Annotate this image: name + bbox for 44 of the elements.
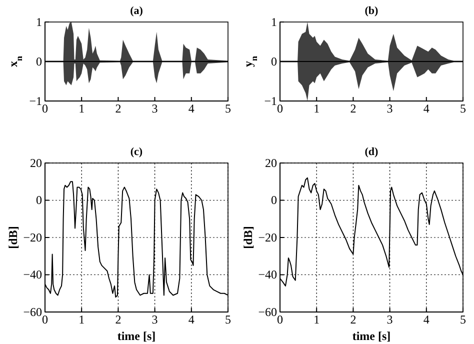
y-tick-label: −20 [23, 230, 42, 244]
y-tick-label: 20 [265, 156, 277, 170]
x-tick-label: 5 [460, 312, 466, 327]
y-tick-label: 0 [36, 54, 42, 68]
x-tick-label: 3 [152, 102, 158, 116]
x-tick-label: 1 [314, 102, 320, 116]
y-tick-label: 0 [36, 193, 42, 208]
chart-title: (b) [364, 5, 379, 17]
x-tick-label: 2 [350, 102, 356, 116]
y-tick-label: 0 [271, 193, 277, 208]
y-tick-label: 1 [36, 14, 42, 29]
y-tick-label: −40 [23, 268, 42, 282]
y-axis-title: [dB] [241, 226, 255, 249]
x-tick-label: 4 [188, 102, 194, 116]
x-tick-label: 4 [188, 312, 194, 327]
chart-title: (a) [130, 5, 144, 17]
x-tick-label: 1 [314, 312, 320, 327]
y-tick-label: −60 [23, 304, 42, 319]
x-tick-label: 2 [115, 312, 122, 327]
y-tick-label: 1 [271, 14, 277, 29]
y-tick-label: −1 [264, 94, 277, 108]
chart-title: (c) [130, 146, 143, 158]
y-tick-label: −1 [29, 94, 42, 108]
y-tick-label: 0 [271, 54, 277, 68]
y-tick-label: 20 [30, 156, 42, 170]
y-axis-title: [dB] [6, 226, 20, 249]
x-tick-label: 5 [225, 102, 231, 116]
y-tick-label: −40 [258, 268, 277, 282]
x-tick-label: 1 [78, 312, 85, 327]
x-tick-label: 5 [225, 312, 231, 327]
x-axis-title: time [s] [117, 329, 156, 343]
x-tick-label: 3 [386, 102, 393, 116]
y-tick-label: −20 [258, 230, 277, 244]
y-tick-label: −60 [258, 304, 277, 319]
x-tick-label: 2 [350, 312, 356, 327]
x-tick-label: 1 [78, 102, 85, 116]
x-tick-label: 4 [423, 312, 430, 327]
x-tick-label: 4 [423, 102, 430, 116]
x-tick-label: 5 [460, 102, 466, 116]
x-tick-label: 3 [152, 312, 158, 327]
x-tick-label: 3 [386, 312, 393, 327]
x-axis-title: time [s] [352, 329, 391, 343]
x-tick-label: 2 [115, 102, 122, 116]
chart-title: (d) [364, 146, 379, 158]
